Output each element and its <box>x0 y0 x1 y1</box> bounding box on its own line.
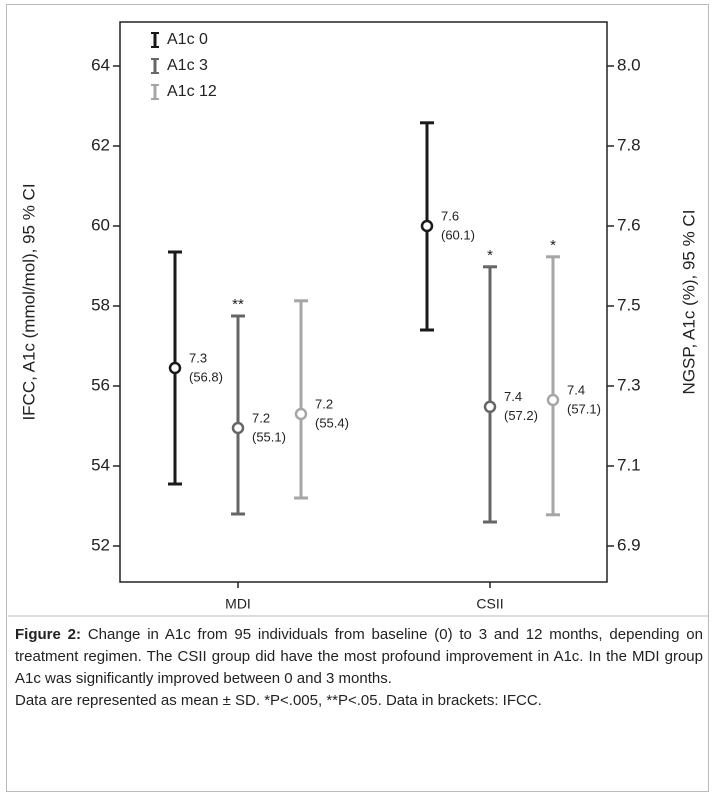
point-label: 7.3 <box>189 350 207 365</box>
y-tick-label: 54 <box>91 455 110 474</box>
point-label: (55.4) <box>315 415 349 430</box>
y-tick-label: 56 <box>91 375 110 394</box>
y-tick-label: 52 <box>91 535 110 554</box>
mean-marker <box>420 219 434 233</box>
y2-tick-label: 7.5 <box>617 295 641 314</box>
point-label: 7.6 <box>441 208 459 223</box>
y2-tick-label: 7.3 <box>617 375 641 394</box>
y2-tick-label: 6.9 <box>617 535 641 554</box>
point-label: 7.4 <box>567 382 585 397</box>
y2-tick-label: 8.0 <box>617 55 641 74</box>
x-tick-label: MDI <box>225 596 251 612</box>
point-label: (57.1) <box>567 401 601 416</box>
chart: IFCC, A1c (mmol/mol), 95 % CI NGSP, A1c … <box>8 21 708 617</box>
y-tick-label: 58 <box>91 295 110 314</box>
y2-tick-label: 7.1 <box>617 455 641 474</box>
significance: ** <box>232 296 244 313</box>
y-tick-label: 64 <box>91 55 110 74</box>
mean-marker <box>546 393 560 407</box>
significance: * <box>550 237 556 254</box>
caption: Figure 2: Change in A1c from 95 individu… <box>15 624 703 712</box>
y2-axis-label: NGSP, A1c (%), 95 % CI <box>679 210 698 395</box>
point-label: 7.4 <box>504 389 522 404</box>
mean-marker <box>168 361 182 375</box>
plot-frame <box>119 21 608 583</box>
y2-tick-label: 7.6 <box>617 215 641 234</box>
caption-heading: Figure 2: <box>15 626 81 643</box>
y-axis-label: IFCC, A1c (mmol/mol), 95 % CI <box>19 183 38 420</box>
legend-label: A1c 0 <box>167 31 208 48</box>
point-label: (57.2) <box>504 408 538 423</box>
caption-note: Data are represented as mean ± SD. *P<.0… <box>15 692 542 709</box>
frame <box>6 4 709 792</box>
y-tick-label: 62 <box>91 135 110 154</box>
point-label: 7.2 <box>315 396 333 411</box>
x-tick-label: CSII <box>476 596 503 612</box>
legend-label: A1c 12 <box>167 83 217 100</box>
caption-text: Change in A1c from 95 individuals from b… <box>15 626 703 687</box>
significance: * <box>487 247 493 264</box>
point-label: (56.8) <box>189 369 223 384</box>
legend-label: A1c 3 <box>167 57 208 74</box>
point-label: 7.2 <box>252 410 270 425</box>
point-label: (60.1) <box>441 227 475 242</box>
mean-marker <box>483 400 497 414</box>
point-label: (55.1) <box>252 429 286 444</box>
mean-marker <box>294 407 308 421</box>
y2-tick-label: 7.8 <box>617 135 641 154</box>
mean-marker <box>231 421 245 435</box>
y-tick-label: 60 <box>91 215 110 234</box>
